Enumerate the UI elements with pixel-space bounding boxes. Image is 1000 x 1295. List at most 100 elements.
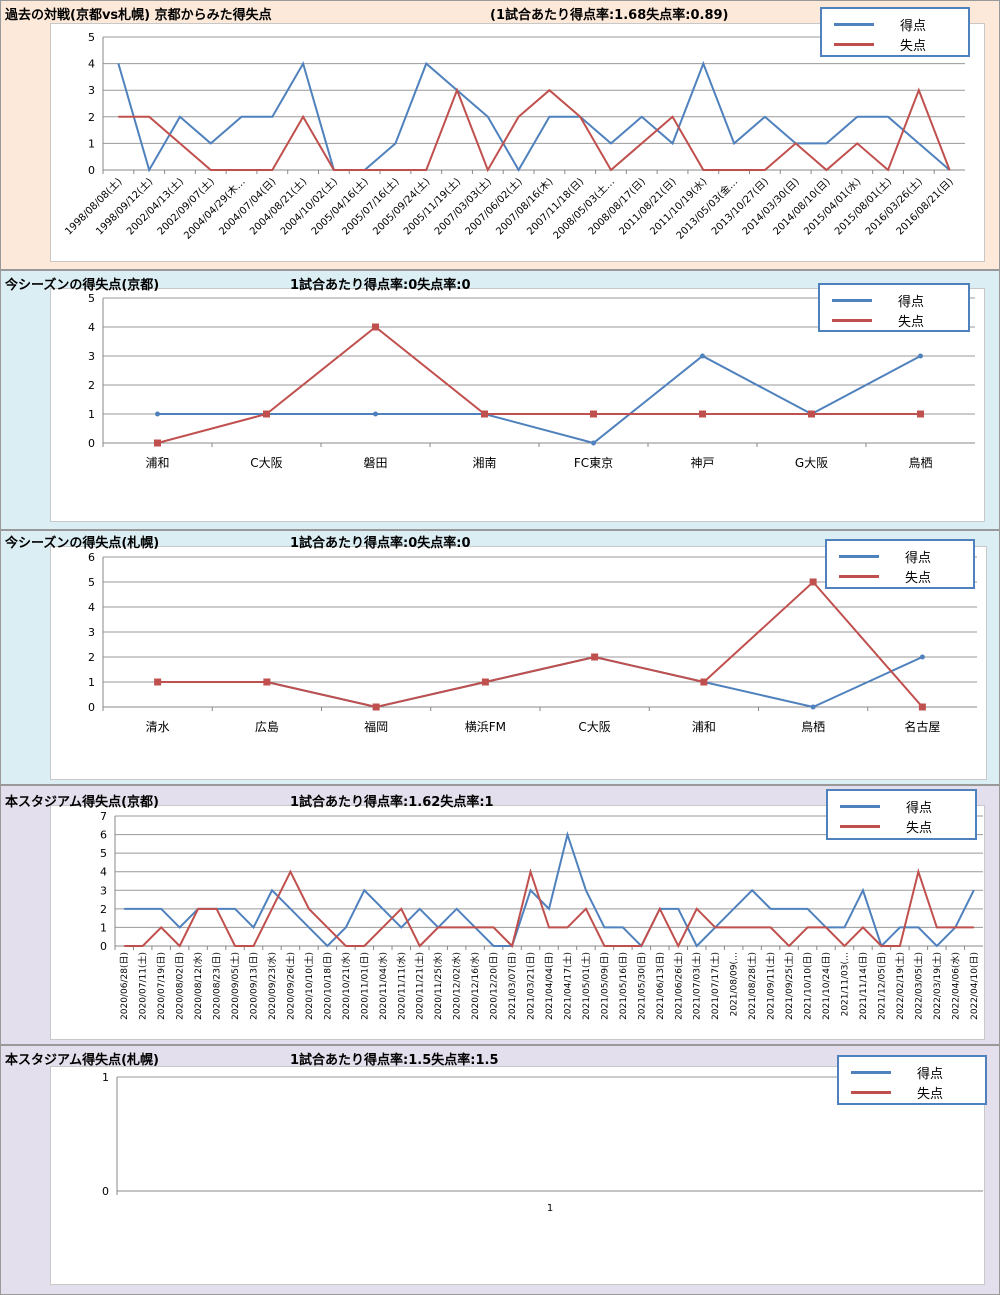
data-point [699, 410, 706, 418]
y-tick-label: 1 [88, 137, 95, 150]
y-tick-label: 0 [88, 164, 95, 177]
chart-1: 0 1 2 3 4 5 浦和 C大阪 磐田 湘南 FC東京 神戸 G大阪 鳥栖 [88, 292, 975, 470]
data-point [807, 908, 809, 910]
data-point [677, 945, 679, 947]
data-point [394, 169, 396, 171]
data-point [825, 169, 827, 171]
y-tick-label: 7 [100, 810, 107, 823]
data-point [382, 908, 384, 910]
data-point [518, 116, 520, 118]
data-point [518, 169, 520, 171]
x-tick-label: 2020/11/01(日) [359, 952, 370, 1020]
data-point [856, 116, 858, 118]
chart-title: 今シーズンの得失点(京都) [5, 278, 160, 293]
data-point [809, 578, 817, 586]
data-point [714, 926, 716, 928]
series-line-lost [157, 580, 924, 709]
data-point [363, 945, 365, 947]
data-point [289, 908, 291, 910]
y-tick-label: 4 [100, 866, 107, 879]
data-point [825, 926, 827, 928]
x-tick-label: 浦和 [145, 456, 169, 470]
data-point [333, 169, 335, 171]
legend-item-lost: 失点 [839, 567, 931, 586]
data-point [289, 871, 291, 873]
data-point [363, 889, 365, 891]
chart-rate: (1試合あたり得点率:1.68失点率:0.89) [490, 8, 729, 23]
data-point [949, 169, 951, 171]
data-point [155, 411, 160, 417]
data-point [659, 908, 661, 910]
data-point [148, 116, 150, 118]
data-point [603, 926, 605, 928]
x-tick-label: 2020/11/25(水) [432, 952, 444, 1020]
legend-item-lost: 失点 [851, 1083, 943, 1102]
data-point [808, 410, 815, 418]
legend-item-lost: 失点 [840, 817, 932, 836]
data-point [640, 945, 642, 947]
series-line-lost [118, 87, 951, 173]
chart-title: 今シーズンの得失点(札幌) [5, 536, 160, 551]
x-tick-label: 2021/10/24(日) [821, 952, 832, 1020]
chart-title: 本スタジアム得失点(札幌) [5, 1053, 159, 1068]
data-point [425, 63, 427, 65]
data-point [918, 142, 920, 144]
data-point [591, 653, 599, 661]
x-tick-label: 2022/04/10(日) [969, 952, 980, 1020]
x-tick-label: 2021/04/17(土) [561, 952, 573, 1020]
data-point [880, 945, 882, 947]
data-point [241, 169, 243, 171]
data-point [751, 889, 753, 891]
data-point [142, 908, 144, 910]
legend-label: 得点 [900, 19, 927, 34]
series-line-gained [117, 60, 951, 173]
y-tick-label: 1 [88, 676, 95, 689]
data-point [530, 889, 532, 891]
y-tick-label: 4 [88, 58, 95, 71]
x-tick-label: G大阪 [795, 456, 828, 470]
data-point [364, 169, 366, 171]
data-point [566, 834, 568, 836]
legend-label: 失点 [917, 1087, 944, 1102]
data-point [154, 439, 161, 447]
legend-item-gained: 得点 [834, 15, 926, 34]
data-point [271, 169, 273, 171]
x-tick-label: 2021/06/26(土) [672, 952, 684, 1020]
data-point [751, 926, 753, 928]
x-tick-label: 2021/03/07(日) [507, 952, 518, 1020]
x-tick-label: 2020/09/05(土) [229, 952, 241, 1020]
chart-title: 過去の対戦(京都vs札幌) 京都からみた得失点 [5, 8, 272, 23]
x-tick-label: FC東京 [574, 456, 613, 470]
data-point [394, 142, 396, 144]
plot-area [50, 1066, 985, 1285]
data-point [210, 169, 212, 171]
legend-label: 失点 [906, 821, 933, 836]
series-line-lost [157, 325, 921, 444]
y-tick-label: 2 [88, 651, 95, 664]
data-point [372, 323, 379, 331]
data-point [862, 926, 864, 928]
x-tick-label: 2020/08/12(水) [192, 952, 204, 1020]
legend-item-gained: 得点 [839, 547, 931, 566]
plot-area [50, 23, 985, 262]
x-tick-label: 磐田 [363, 456, 387, 470]
legend-swatch [832, 319, 872, 322]
data-point [825, 142, 827, 144]
legend-item-gained: 得点 [851, 1063, 943, 1082]
x-tick-label: 2020/09/13(日) [249, 952, 260, 1020]
x-tick-label: 2007/11/18(日) [525, 176, 586, 237]
data-point [843, 926, 845, 928]
x-tick-label: 2004/07/04(日) [217, 176, 278, 237]
x-tick-label: 2021/11/03(… [840, 952, 850, 1016]
data-point [548, 116, 550, 118]
x-tick-label: 2016/08/21(日) [895, 176, 956, 237]
y-tick-label: 1 [102, 1071, 109, 1084]
x-tick-label: 2011/10/19(水) [648, 176, 710, 238]
legend-swatch [851, 1091, 891, 1094]
y-tick-label: 1 [88, 408, 95, 421]
data-point [474, 926, 476, 928]
data-point [326, 926, 328, 928]
x-tick-label: 湘南 [472, 455, 496, 470]
x-tick-label: 2022/02/19(土) [894, 952, 906, 1020]
x-tick-label: 2021/04/04(日) [544, 952, 555, 1020]
